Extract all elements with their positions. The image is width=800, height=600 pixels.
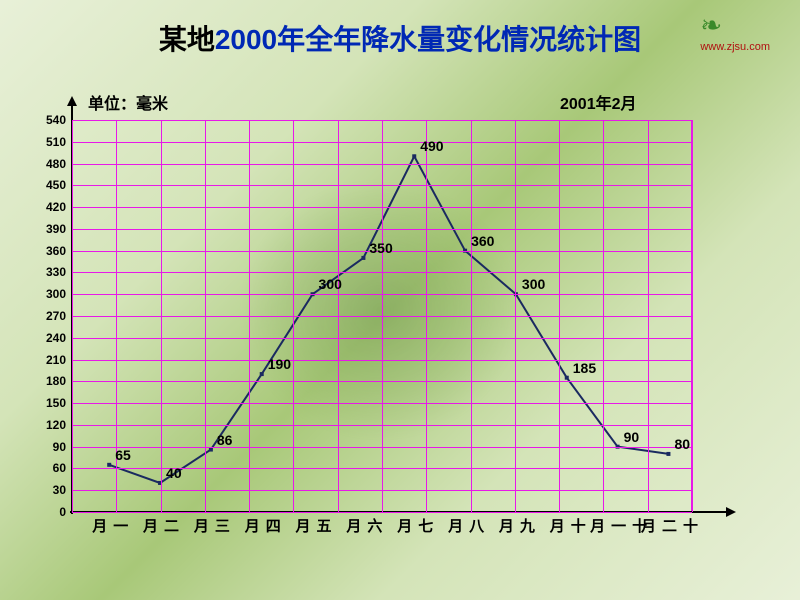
- x-tick-label: 八月: [444, 518, 486, 534]
- y-tick-label: 240: [46, 331, 66, 345]
- y-tick-label: 360: [46, 244, 66, 258]
- logo-url: www.zjsu.com: [700, 41, 770, 53]
- x-tick-label: 三月: [190, 518, 232, 534]
- grid-line-vertical: [205, 120, 206, 512]
- data-marker: [209, 448, 213, 452]
- grid-line-horizontal: [72, 512, 692, 513]
- grid-line-vertical: [161, 120, 162, 512]
- data-value-label: 300: [522, 276, 545, 292]
- data-value-label: 490: [420, 138, 443, 154]
- x-tick-label: 四月: [241, 518, 283, 534]
- grid-line-vertical: [648, 120, 649, 512]
- y-tick-label: 480: [46, 157, 66, 171]
- y-tick-label: 540: [46, 113, 66, 127]
- y-tick-label: 420: [46, 200, 66, 214]
- y-tick-label: 390: [46, 222, 66, 236]
- data-value-label: 90: [624, 429, 640, 445]
- data-marker: [412, 154, 416, 158]
- y-tick-label: 0: [59, 505, 66, 519]
- data-value-label: 360: [471, 233, 494, 249]
- data-line: [109, 156, 668, 483]
- grid-line-vertical: [382, 120, 383, 512]
- data-marker: [260, 372, 264, 376]
- y-tick-label: 180: [46, 374, 66, 388]
- source-logo: ❧ www.zjsu.com: [700, 10, 770, 53]
- y-tick-label: 450: [46, 178, 66, 192]
- x-tick-label: 十二月: [637, 518, 700, 534]
- y-axis-arrow-icon: [67, 96, 77, 106]
- rainfall-line-chart: 0306090120150180210240270300330360390420…: [72, 120, 692, 512]
- grid-line-vertical: [338, 120, 339, 512]
- data-value-label: 86: [217, 432, 233, 448]
- grid-line-vertical: [471, 120, 472, 512]
- x-tick-label: 二月: [139, 518, 181, 534]
- data-value-label: 300: [319, 276, 342, 292]
- x-axis-arrow-icon: [726, 507, 736, 517]
- y-axis-unit-label: 单位：毫米: [88, 90, 168, 114]
- grid-line-vertical: [293, 120, 294, 512]
- title-year: 2000: [215, 24, 277, 55]
- y-tick-label: 300: [46, 287, 66, 301]
- data-value-label: 190: [268, 356, 291, 372]
- chart-date-label: 2001年2月: [560, 90, 637, 114]
- data-marker: [565, 376, 569, 380]
- x-tick-label: 六月: [342, 518, 384, 534]
- data-value-label: 40: [166, 465, 182, 481]
- grid-line-vertical: [426, 120, 427, 512]
- data-marker: [361, 256, 365, 260]
- y-tick-label: 330: [46, 265, 66, 279]
- grid-line-vertical: [249, 120, 250, 512]
- data-marker: [107, 463, 111, 467]
- grid-line-vertical: [692, 120, 693, 512]
- x-tick-label: 九月: [495, 518, 537, 534]
- leaf-icon: ❧: [700, 10, 722, 40]
- x-tick-label: 十月: [546, 518, 588, 534]
- y-tick-label: 90: [53, 440, 66, 454]
- grid-line-vertical: [559, 120, 560, 512]
- y-tick-label: 120: [46, 418, 66, 432]
- y-tick-label: 60: [53, 461, 66, 475]
- y-tick-label: 30: [53, 483, 66, 497]
- x-tick-label: 一月: [88, 518, 130, 534]
- x-tick-label: 七月: [393, 518, 435, 534]
- y-tick-label: 510: [46, 135, 66, 149]
- x-tick-label: 五月: [292, 518, 334, 534]
- grid-line-vertical: [603, 120, 604, 512]
- title-prefix: 某地: [159, 24, 215, 55]
- grid-line-vertical: [515, 120, 516, 512]
- title-suffix: 年全年降水量变化情况统计图: [277, 24, 641, 55]
- data-value-label: 185: [573, 360, 596, 376]
- data-value-label: 65: [115, 447, 131, 463]
- data-value-label: 80: [674, 436, 690, 452]
- chart-title: 某地2000年全年降水量变化情况统计图: [0, 18, 800, 58]
- y-tick-label: 210: [46, 353, 66, 367]
- data-marker: [666, 452, 670, 456]
- data-value-label: 350: [369, 240, 392, 256]
- grid-line-vertical: [72, 120, 73, 512]
- y-tick-label: 270: [46, 309, 66, 323]
- y-tick-label: 150: [46, 396, 66, 410]
